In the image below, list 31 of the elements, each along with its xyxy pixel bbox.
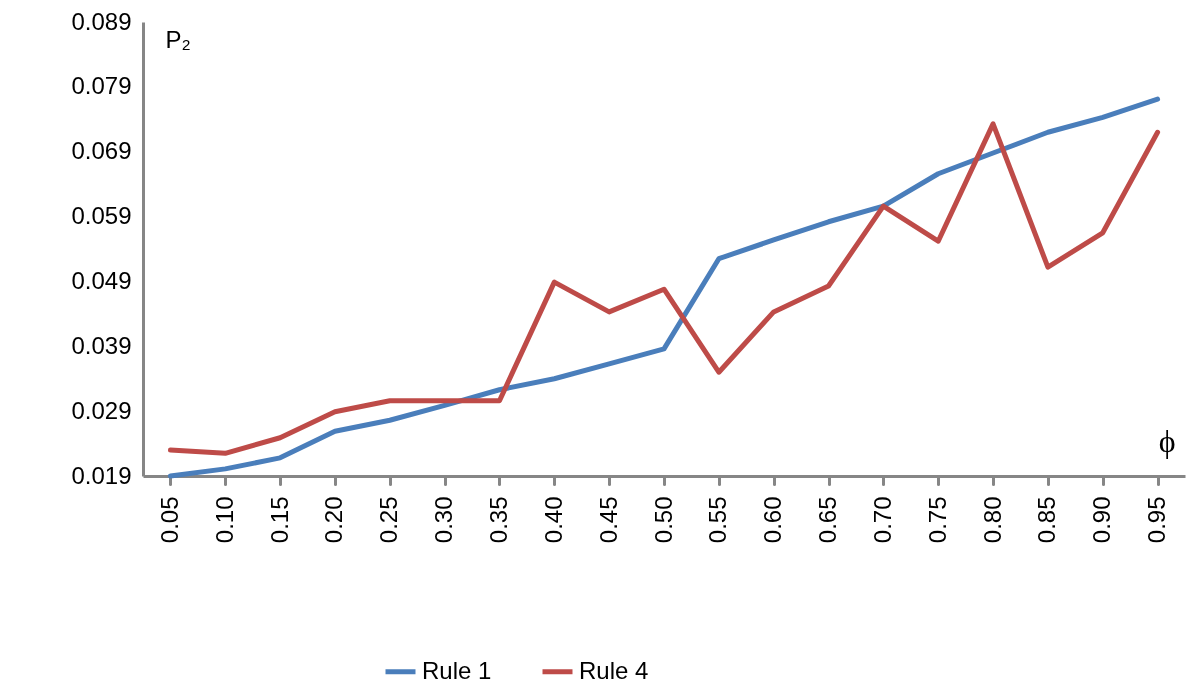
x-tick-label: 0.65 <box>814 496 842 544</box>
y-tick-label: 0.029 <box>71 396 132 424</box>
x-tick-label: 0.15 <box>265 496 293 544</box>
y-tick-label: 0.089 <box>71 7 132 35</box>
x-tick-label: 0.55 <box>704 496 732 544</box>
x-tick-label: 0.60 <box>759 496 787 544</box>
y-tick-label: 0.079 <box>71 72 132 100</box>
y-tick-label: 0.059 <box>71 202 132 230</box>
legend-label: Rule 4 <box>579 656 649 684</box>
x-tick-label: 0.70 <box>868 496 896 544</box>
x-tick-label: 0.80 <box>978 496 1006 544</box>
x-tick-label: 0.85 <box>1033 496 1061 544</box>
y-tick-label: 0.049 <box>71 266 132 294</box>
x-tick-label: 0.10 <box>210 496 238 544</box>
x-tick-label: 0.25 <box>375 496 403 544</box>
x-tick-label: 0.45 <box>594 496 622 544</box>
x-tick-label: 0.30 <box>430 496 458 544</box>
y-tick-label: 0.039 <box>71 331 132 359</box>
x-tick-label: 0.75 <box>923 496 951 544</box>
x-tick-label: 0.20 <box>320 496 348 544</box>
x-tick-label: 0.05 <box>155 496 183 544</box>
legend-label: Rule 1 <box>422 656 492 684</box>
x-tick-label: 0.50 <box>649 496 677 544</box>
y-tick-label: 0.069 <box>71 137 132 165</box>
y-axis-title: P₂ <box>165 25 191 53</box>
x-tick-label: 0.40 <box>539 496 567 544</box>
x-tick-label: 0.95 <box>1143 496 1171 544</box>
x-tick-label: 0.90 <box>1088 496 1116 544</box>
x-tick-label: 0.35 <box>484 496 512 544</box>
x-axis-title: ϕ <box>1158 422 1176 459</box>
y-tick-label: 0.019 <box>71 461 132 489</box>
